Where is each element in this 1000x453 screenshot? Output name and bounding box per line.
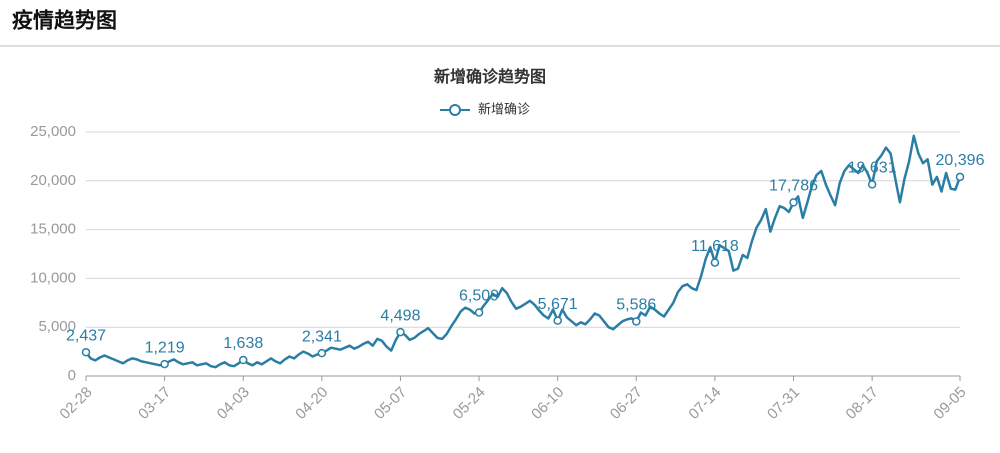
data-point	[867, 180, 877, 189]
data-label: 5,671	[538, 296, 578, 313]
data-point	[553, 316, 562, 325]
data-point	[81, 347, 91, 357]
data-label: 2,341	[302, 328, 342, 345]
x-tick-label: 03-17	[135, 384, 174, 423]
x-tick-label: 05-07	[371, 384, 410, 423]
data-label: 1,638	[223, 335, 263, 352]
data-label: 2,437	[66, 327, 106, 344]
data-label: 6,509	[459, 288, 499, 305]
data-point	[955, 172, 965, 182]
data-point	[317, 348, 327, 358]
x-tick-label: 06-10	[528, 384, 567, 423]
data-point	[396, 327, 405, 337]
x-tick-label: 02-28	[56, 384, 95, 423]
data-label: 4,498	[380, 307, 420, 324]
x-tick-label: 09-05	[930, 384, 969, 423]
x-tick-label: 04-20	[292, 384, 331, 423]
x-tick-label: 05-24	[450, 384, 489, 423]
data-label: 5,586	[616, 297, 656, 314]
data-label: 19,631	[848, 160, 897, 177]
x-tick-label: 08-17	[843, 384, 882, 423]
data-label: 20,396	[936, 152, 985, 169]
data-point	[238, 355, 248, 365]
page-title: 疫情趋势图	[12, 9, 117, 33]
y-tick-label: 25,000	[30, 123, 76, 140]
chart-title: 新增确诊趋势图	[434, 67, 546, 86]
data-label: 11,618	[691, 238, 739, 255]
y-tick-label: 5,000	[38, 318, 76, 335]
data-point	[710, 258, 720, 267]
x-tick-label: 07-14	[685, 384, 724, 423]
y-tick-label: 20,000	[30, 172, 76, 189]
data-label: 17,786	[769, 178, 818, 195]
data-point	[474, 308, 484, 317]
x-tick-label: 07-31	[764, 384, 803, 423]
y-tick-label: 0	[68, 367, 76, 384]
data-line	[84, 134, 962, 369]
y-tick-label: 10,000	[30, 269, 76, 286]
x-tick-label: 06-27	[607, 384, 646, 423]
legend-label: 新增确诊	[478, 101, 530, 116]
y-tick-label: 15,000	[30, 221, 76, 238]
data-point	[789, 198, 798, 207]
data-point	[160, 359, 169, 369]
x-tick-label: 04-03	[214, 384, 253, 423]
data-label: 1,219	[145, 339, 185, 356]
legend-marker	[449, 104, 461, 116]
data-point	[632, 317, 641, 326]
